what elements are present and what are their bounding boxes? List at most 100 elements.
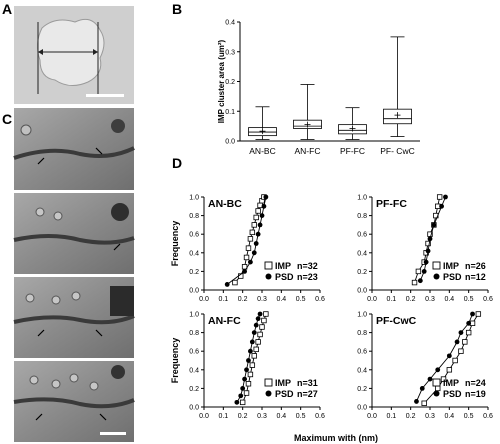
cdf-point-imp xyxy=(263,311,269,317)
cdf-point-psd xyxy=(425,248,431,254)
cdf-y-tick-label: 0.6 xyxy=(357,232,367,239)
cdf-point-psd xyxy=(419,386,425,391)
cdf-y-tick-label: 0.8 xyxy=(357,330,367,337)
cdf-point-imp xyxy=(425,240,431,247)
box-an-bc xyxy=(248,106,277,140)
arrow-icon xyxy=(35,413,43,421)
cdf-point-psd xyxy=(259,213,265,219)
cdf-y-tick-label: 0.2 xyxy=(357,269,367,276)
cdf-y-tick-label: 0.4 xyxy=(357,250,367,257)
cdf-y-tick-label: 0.0 xyxy=(357,288,367,295)
cdf-point-psd xyxy=(244,367,249,373)
legend-label-imp: IMP xyxy=(443,261,459,271)
cdf-x-tick-label: 0.0 xyxy=(367,296,377,303)
cdf-x-tick-label: 0.2 xyxy=(406,413,416,420)
cdf-y-tick-label: 0.0 xyxy=(189,405,199,412)
cdf-x-tick-label: 0.5 xyxy=(464,296,474,303)
legend-n-psd: n=27 xyxy=(297,389,318,399)
panel-d-cdf-plots: 0.0 0.2 0.4 0.6 0.8 1.0 0.0 0.1 0.2 0.3 0.4 0.5 0.6 F… xyxy=(170,194,493,420)
cdf-point-psd xyxy=(454,339,460,345)
cdf-y-tick-label: 1.0 xyxy=(357,195,367,202)
box-pf-cwc xyxy=(383,36,412,137)
cdf-point-psd xyxy=(439,203,444,209)
cdf-point-imp xyxy=(243,254,250,261)
legend-label-psd: PSD xyxy=(443,389,462,399)
cdf-point-psd xyxy=(443,194,448,200)
cdf-point-psd xyxy=(423,259,429,265)
cdf-x-tick-label: 0.5 xyxy=(296,296,306,303)
cdf-point-psd xyxy=(224,282,230,287)
arrow-icon xyxy=(95,329,103,337)
cdf-point-psd xyxy=(427,376,433,382)
cdf-x-tick-label: 0.6 xyxy=(315,296,325,303)
legend-marker-psd xyxy=(433,273,440,280)
cdf-point-imp xyxy=(259,324,265,330)
cdf-point-psd xyxy=(242,269,248,274)
panel-letter-b: B xyxy=(172,1,182,17)
arrow-icon xyxy=(99,413,107,421)
cdf-y-tick-label: 0.2 xyxy=(189,386,199,393)
b-y-tick-label: 0.3 xyxy=(225,49,235,56)
legend-n-imp: n=26 xyxy=(465,261,486,271)
legend-n-psd: n=19 xyxy=(465,389,486,399)
legend-marker-imp xyxy=(432,261,441,270)
panel-letter-a: A xyxy=(2,1,12,17)
cdf-point-imp xyxy=(249,229,256,236)
cdf-x-tick-label: 0.3 xyxy=(257,413,267,420)
cdf-x-tick-label: 0.4 xyxy=(444,413,454,420)
cdf-x-tick-label: 0.3 xyxy=(257,296,267,303)
arrow-icon xyxy=(95,147,103,155)
panel-letter-c: C xyxy=(2,111,12,127)
cdf-y-tick-label: 0.2 xyxy=(189,269,199,276)
cdf-point-psd xyxy=(427,236,433,242)
cdf-y-tick-label: 0.4 xyxy=(357,367,367,374)
scale-bar-a xyxy=(86,94,124,97)
b-category-label: AN-FC xyxy=(295,146,321,156)
cdf-point-imp xyxy=(411,279,418,286)
legend-label-psd: PSD xyxy=(275,389,294,399)
cdf-point-imp xyxy=(251,353,257,359)
cdf-point-psd xyxy=(248,259,253,265)
cdf-point-psd xyxy=(255,231,261,237)
cdf-point-imp xyxy=(261,317,267,324)
cdf-y-tick-label: 1.0 xyxy=(189,195,199,202)
cdf-x-tick-label: 0.0 xyxy=(367,413,377,420)
cdf-y-tick-label: 0.6 xyxy=(189,232,199,239)
legend-label-imp: IMP xyxy=(275,378,291,388)
cdf-point-psd xyxy=(421,269,427,274)
cdf-x-tick-label: 0.0 xyxy=(199,413,209,420)
cdf-y-tick-label: 0.4 xyxy=(189,367,199,374)
legend-label-imp: IMP xyxy=(275,261,291,271)
cdf-point-psd xyxy=(234,399,240,405)
panel-a-micrograph xyxy=(14,6,134,104)
cdf-line-psd xyxy=(226,196,267,285)
cdf-point-psd xyxy=(253,241,259,246)
cdf-point-imp xyxy=(458,348,464,354)
cdf-y-tick-label: 1.0 xyxy=(357,312,367,319)
legend-n-psd: n=12 xyxy=(465,272,486,282)
cdf-point-imp xyxy=(462,339,468,345)
b-category-label: PF-FC xyxy=(340,146,365,156)
cdf-x-tick-label: 0.1 xyxy=(218,296,228,303)
cdf-subplot-pf-fc: 0.0 0.2 0.4 0.6 0.8 1.0 0.0 0.1 0.2 0.3 0.4 0.5 0.6 P… xyxy=(357,194,493,303)
b-y-tick-label: 0.1 xyxy=(225,109,235,116)
cdf-point-psd xyxy=(417,278,423,284)
cdf-x-tick-label: 0.2 xyxy=(238,296,248,303)
cdf-x-tick-label: 0.5 xyxy=(464,413,474,420)
cdf-x-tick-label: 0.1 xyxy=(386,296,396,303)
cdf-point-psd xyxy=(458,330,464,335)
cdf-point-imp xyxy=(243,390,250,396)
cdf-x-tick-label: 0.2 xyxy=(238,413,248,420)
cdf-point-imp xyxy=(465,329,472,336)
cdf-point-imp xyxy=(452,357,458,364)
legend-n-imp: n=24 xyxy=(465,378,486,388)
cdf-y-tick-label: 0.4 xyxy=(189,250,199,257)
legend-n-imp: n=31 xyxy=(297,378,318,388)
cdf-point-psd xyxy=(263,194,269,200)
cdf-y-tick-label: 0.8 xyxy=(357,213,367,220)
cdf-x-tick-label: 0.4 xyxy=(276,413,286,420)
cdf-point-psd xyxy=(251,250,257,256)
cdf-subplot-title: AN-FC xyxy=(208,315,241,327)
cdf-point-imp xyxy=(247,236,254,242)
